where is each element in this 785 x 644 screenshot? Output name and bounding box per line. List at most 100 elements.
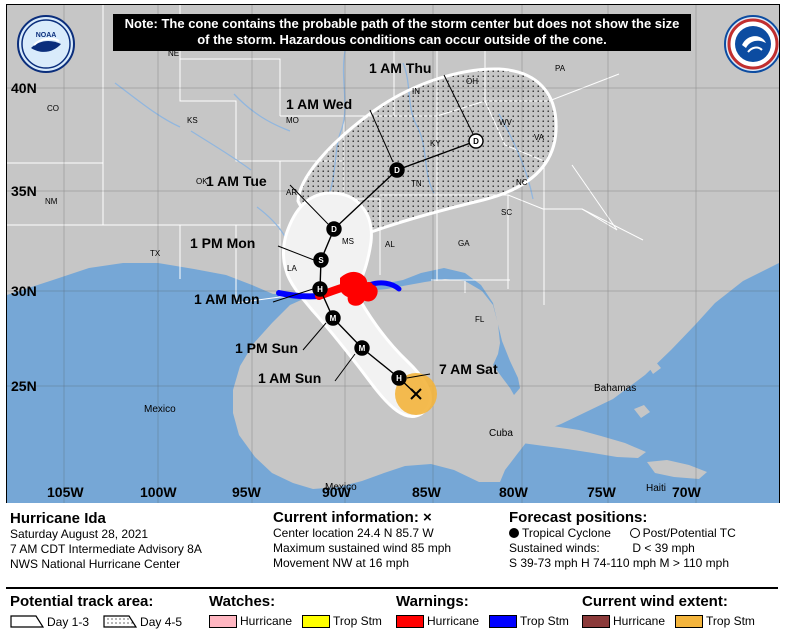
storm-summary: Hurricane Ida Saturday August 28, 2021 7… <box>10 510 202 572</box>
trop-storm-watch-swatch <box>302 615 331 628</box>
day-1-3-icon <box>10 615 44 628</box>
svg-text:S: S <box>318 256 324 265</box>
watches-legend: Watches: Hurricane Trop Stm <box>209 593 382 628</box>
trop-storm-watch-label: Trop Stm <box>333 614 382 628</box>
time-label-sun-pm: 1 PM Sun <box>235 340 298 356</box>
potential-track-area: Potential track area: Day 1-3 Day 4-5 <box>10 593 182 629</box>
post-tc-label: Post/Potential TC <box>642 526 736 540</box>
sustained-winds-label: Sustained winds: <box>509 541 600 555</box>
state-label-in: IN <box>412 87 420 96</box>
state-label-ms: MS <box>342 237 354 246</box>
day-4-5-icon <box>103 615 138 628</box>
lat-label-25n: 25N <box>11 378 37 394</box>
lon-label-105w: 105W <box>47 484 84 500</box>
forecast-positions: Forecast positions: Tropical Cyclone Pos… <box>509 509 736 571</box>
country-label-mexico-south: Mexico <box>325 482 357 493</box>
country-label-cuba: Cuba <box>489 428 513 439</box>
hurricane-warning-swatch <box>396 615 424 628</box>
storm-advisory: 7 AM CDT Intermediate Advisory 8A <box>10 542 202 556</box>
lon-label-100w: 100W <box>140 484 177 500</box>
hurricane-extent-swatch <box>582 615 610 628</box>
potential-track-area-title: Potential track area: <box>10 593 154 610</box>
state-label-va: VA <box>534 133 545 142</box>
forecast-point-sun-am: M <box>354 340 370 356</box>
day-4-5-label: Day 4-5 <box>140 615 183 629</box>
potential-track-legend: Day 1-3 Day 4-5 <box>10 614 182 630</box>
state-label-sc: SC <box>501 208 512 217</box>
lat-label-30n: 30N <box>11 283 37 299</box>
state-label-ga: GA <box>458 239 470 248</box>
time-label-leaders <box>272 74 474 382</box>
hurricane-watch-swatch <box>209 615 237 628</box>
latitude-labels: 40N 35N 30N 25N <box>11 80 37 394</box>
state-label-mo: MO <box>286 116 299 125</box>
tropical-cyclone-label: Tropical Cyclone <box>522 526 611 540</box>
lon-label-90w: 90W <box>322 484 352 500</box>
current-center-marker <box>410 388 422 400</box>
state-label-pa: PA <box>555 64 566 73</box>
nws-logo <box>724 15 779 73</box>
current-center-icon: × <box>423 509 432 526</box>
forecast-point-sat: H <box>391 370 407 386</box>
forecast-positions-title: Forecast positions: <box>509 509 648 526</box>
hurricane-watch-label: Hurricane <box>240 614 293 628</box>
state-label-la: LA <box>287 264 297 273</box>
state-label-nm: NM <box>45 197 58 206</box>
country-label-haiti: Haiti <box>646 483 666 494</box>
map-note: Note: The cone contains the probable pat… <box>113 14 691 51</box>
hurricane-extent-label: Hurricane <box>613 614 666 628</box>
svg-text:H: H <box>317 285 323 294</box>
svg-text:H: H <box>396 374 402 383</box>
time-label-thu: 1 AM Thu <box>369 60 431 76</box>
trop-storm-warning-swatch <box>489 615 518 628</box>
state-label-ky: KY <box>430 139 441 148</box>
svg-text:NOAA: NOAA <box>36 32 57 39</box>
lon-label-95w: 95W <box>232 484 262 500</box>
time-labels: 1 AM Thu 1 AM Wed 1 AM Tue 1 PM Mon 1 AM… <box>190 60 498 386</box>
storm-date: Saturday August 28, 2021 <box>10 527 149 541</box>
day-1-3-label: Day 1-3 <box>47 615 90 629</box>
movement: Movement NW at 16 mph <box>273 556 410 570</box>
forecast-point-wed: D <box>389 162 405 178</box>
warnings-legend: Warnings: Hurricane Trop Stm <box>396 593 569 628</box>
svg-text:D: D <box>394 166 400 175</box>
north-america-land <box>7 5 779 489</box>
time-label-sun-am: 1 AM Sun <box>258 370 321 386</box>
trop-storm-warning-label: Trop Stm <box>520 614 569 628</box>
map-panel: D D D S H <box>6 4 780 504</box>
lat-label-35n: 35N <box>11 183 37 199</box>
warnings-title: Warnings: <box>396 593 469 610</box>
lon-label-80w: 80W <box>499 484 529 500</box>
time-label-wed: 1 AM Wed <box>286 96 352 112</box>
sustained-winds-row: Sustained winds: D < 39 mph <box>509 541 736 556</box>
forecast-positions-legend: Tropical Cyclone Post/Potential TC <box>509 526 736 541</box>
noaa-logo-icon: NOAA <box>21 19 71 69</box>
forecast-map: D D D S H <box>7 5 779 503</box>
center-location: Center location 24.4 N 85.7 W <box>273 526 434 540</box>
storm-name: Hurricane Ida <box>10 510 106 527</box>
post-tc-icon <box>629 528 640 538</box>
svg-text:D: D <box>331 225 337 234</box>
lon-label-85w: 85W <box>412 484 442 500</box>
land-masses <box>7 5 779 489</box>
storm-center: NWS National Hurricane Center <box>10 557 181 571</box>
legend-divider <box>6 587 778 589</box>
d-note: D < 39 mph <box>632 541 695 555</box>
wind-extent-row: Hurricane Trop Stm <box>582 615 755 628</box>
svg-text:D: D <box>473 137 479 146</box>
forecast-point-tue: D <box>326 221 342 237</box>
hispaniola-land <box>647 460 707 479</box>
state-labels: NE IA IN OH PA CO KS MO KY WV VA OK AR T… <box>45 33 566 324</box>
hurricane-warning-label: Hurricane <box>427 614 480 628</box>
time-label-sat: 7 AM Sat <box>439 361 498 377</box>
state-label-ne: NE <box>168 49 179 58</box>
tropical-cyclone-icon <box>509 528 519 538</box>
state-label-co: CO <box>47 104 59 113</box>
state-label-oh: OH <box>466 77 478 86</box>
svg-text:M: M <box>330 314 337 323</box>
state-label-ar: AR <box>286 188 297 197</box>
state-label-nc: NC <box>516 178 528 187</box>
forecast-points: D D D S H <box>312 133 484 386</box>
state-label-ok: OK <box>196 177 208 186</box>
